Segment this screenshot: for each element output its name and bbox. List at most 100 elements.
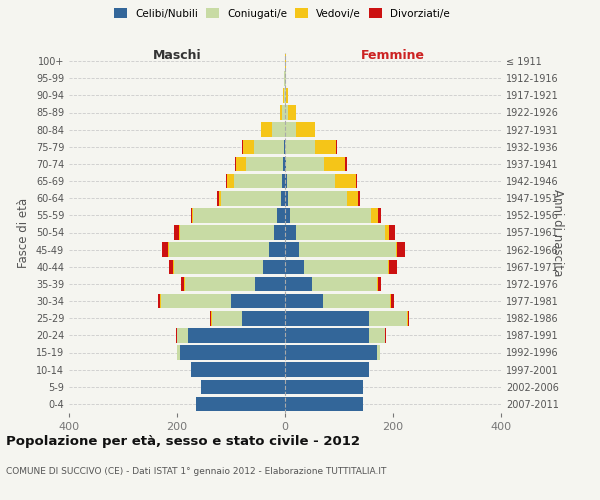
Bar (285, 88, 286, 102)
Bar (217, 191, 218, 206)
Y-axis label: Anni di nascita: Anni di nascita (551, 189, 564, 276)
Bar (242, 311, 285, 326)
Bar (389, 225, 395, 240)
Bar (312, 276, 377, 291)
Bar (260, 122, 271, 137)
Bar (407, 311, 409, 326)
Bar (191, 362, 285, 377)
Text: Femmine: Femmine (361, 49, 425, 62)
Bar (368, 311, 407, 326)
Bar (192, 208, 193, 222)
Bar (396, 242, 397, 257)
Bar (285, 122, 296, 137)
Bar (346, 156, 347, 171)
Bar (391, 294, 394, 308)
Bar (285, 156, 286, 171)
Bar (385, 225, 389, 240)
Bar (285, 225, 296, 240)
Bar (285, 294, 323, 308)
Bar (287, 174, 335, 188)
Bar (285, 396, 364, 411)
Bar (168, 242, 169, 257)
Bar (245, 156, 283, 171)
Bar (385, 328, 386, 342)
Bar (377, 276, 378, 291)
Bar (296, 122, 314, 137)
Bar (181, 276, 184, 291)
Bar (226, 174, 227, 188)
Bar (202, 380, 285, 394)
Bar (285, 345, 377, 360)
Bar (236, 156, 245, 171)
Bar (284, 88, 285, 102)
Bar (324, 156, 346, 171)
Bar (242, 140, 244, 154)
Bar (212, 311, 242, 326)
Bar (285, 362, 368, 377)
Bar (269, 242, 285, 257)
Bar (378, 276, 380, 291)
Bar (285, 105, 288, 120)
Bar (285, 140, 314, 154)
Bar (347, 191, 358, 206)
Bar (169, 242, 269, 257)
Bar (169, 260, 173, 274)
Bar (323, 294, 391, 308)
Bar (244, 140, 254, 154)
Bar (271, 122, 285, 137)
Bar (158, 294, 160, 308)
Bar (285, 276, 312, 291)
Bar (335, 174, 356, 188)
Bar (277, 208, 285, 222)
Bar (285, 311, 368, 326)
Bar (358, 191, 359, 206)
Bar (177, 328, 188, 342)
Bar (177, 345, 180, 360)
Bar (371, 208, 378, 222)
Bar (180, 225, 274, 240)
Bar (196, 396, 285, 411)
Bar (188, 328, 285, 342)
Bar (388, 260, 389, 274)
Bar (175, 225, 179, 240)
Bar (285, 242, 299, 257)
Bar (211, 311, 212, 326)
Bar (193, 208, 277, 222)
Bar (283, 174, 285, 188)
Bar (288, 105, 296, 120)
Bar (286, 156, 324, 171)
Text: COMUNE DI SUCCIVO (CE) - Dati ISTAT 1° gennaio 2012 - Elaborazione TUTTITALIA.IT: COMUNE DI SUCCIVO (CE) - Dati ISTAT 1° g… (6, 468, 386, 476)
Bar (254, 140, 284, 154)
Bar (314, 140, 337, 154)
Bar (191, 208, 192, 222)
Bar (161, 294, 231, 308)
Bar (389, 260, 397, 274)
Bar (378, 208, 380, 222)
Bar (283, 156, 285, 171)
Bar (163, 242, 168, 257)
Bar (285, 208, 290, 222)
Bar (234, 174, 283, 188)
Bar (218, 191, 221, 206)
Bar (160, 294, 161, 308)
Bar (285, 191, 288, 206)
Bar (210, 311, 211, 326)
Bar (235, 156, 236, 171)
Bar (184, 276, 185, 291)
Bar (368, 328, 385, 342)
Bar (356, 174, 357, 188)
Bar (284, 140, 285, 154)
Bar (285, 328, 368, 342)
Bar (227, 174, 234, 188)
Bar (283, 105, 285, 120)
Bar (256, 276, 285, 291)
Bar (180, 345, 285, 360)
Bar (285, 260, 304, 274)
Bar (299, 242, 396, 257)
Bar (174, 260, 263, 274)
Bar (286, 88, 288, 102)
Bar (397, 242, 406, 257)
Bar (280, 105, 283, 120)
Bar (285, 380, 364, 394)
Bar (173, 260, 175, 274)
